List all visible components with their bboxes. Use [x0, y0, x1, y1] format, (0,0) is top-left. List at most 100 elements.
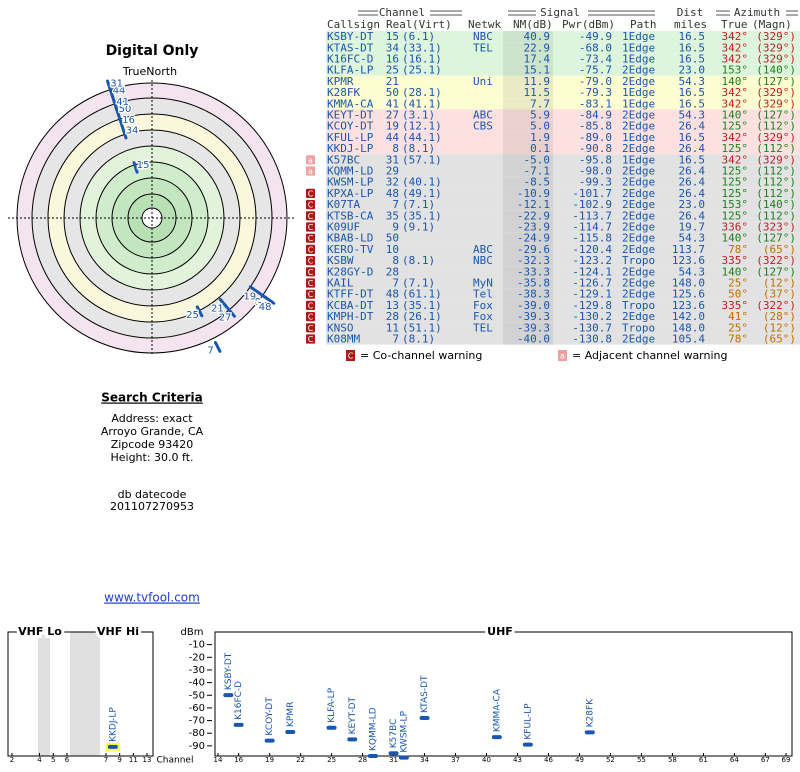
table-cell: 125°	[722, 120, 749, 133]
table-cell: 54.3	[679, 75, 706, 88]
polar-marker	[264, 296, 276, 305]
spectrum-marker	[233, 722, 244, 727]
warning-icon	[306, 166, 315, 176]
table-row	[326, 311, 800, 323]
search-line: Arroyo Grande, CA	[101, 425, 204, 438]
table-cell: 342°	[722, 86, 749, 99]
table-cell: 78°	[728, 243, 748, 256]
warning-icon	[306, 312, 315, 322]
table-cell: 342°	[722, 131, 749, 144]
spectrum-label: KWSM-LP	[399, 710, 409, 752]
polar-label: 32	[257, 301, 270, 312]
table-cell: (329°)	[756, 86, 796, 99]
x-tick-label: 67	[761, 756, 770, 764]
table-cell: K28FK	[327, 86, 360, 99]
table-cell: (33.1)	[402, 41, 442, 54]
table-cell: -68.0	[579, 41, 612, 54]
table-cell: (329°)	[756, 97, 796, 110]
table-cell: 1Edge	[622, 97, 655, 110]
x-tick-label: 34	[420, 756, 429, 764]
polar-marker	[226, 307, 236, 318]
table-cell: 26.4	[679, 187, 706, 200]
table-cell: 2Edge	[622, 75, 655, 88]
warning-icon	[306, 300, 315, 310]
nm-column-shade	[503, 109, 553, 121]
table-row	[326, 243, 800, 255]
table-cell: 125°	[722, 187, 749, 200]
y-tick-label: -70	[189, 716, 205, 727]
table-cell: (65°)	[763, 333, 796, 346]
datecode-label: db datecode	[118, 488, 187, 501]
y-tick-label: -80	[189, 728, 205, 739]
table-cell: -129.8	[572, 299, 612, 312]
table-cell: -113.7	[572, 209, 612, 222]
x-tick-label: 19	[265, 756, 274, 764]
table-cell: (51.1)	[402, 321, 442, 334]
table-row	[326, 120, 800, 132]
table-cell: 125°	[722, 165, 749, 178]
column-header: Path	[630, 18, 657, 31]
table-cell: (329°)	[756, 53, 796, 66]
table-cell: (35.1)	[402, 209, 442, 222]
x-tick-label: 7	[104, 756, 108, 764]
table-cell: TEL	[473, 41, 493, 54]
table-cell: KERO-TV	[327, 243, 374, 256]
site-link[interactable]: www.tvfool.com	[104, 591, 200, 605]
x-tick-label: 6	[65, 756, 70, 764]
table-cell: 140°	[722, 265, 749, 278]
warning-letter: C	[308, 268, 314, 277]
search-line: Address: exact	[111, 412, 193, 425]
spectrum-label: KQMM-LD	[368, 707, 378, 751]
group-header: Channel	[379, 6, 425, 19]
table-cell: 335°	[722, 254, 749, 267]
table-cell: -75.7	[579, 64, 612, 77]
nm-column-shade	[503, 98, 553, 110]
table-cell: 0.1	[530, 142, 550, 155]
table-row	[326, 109, 800, 121]
table-cell: (37°)	[763, 288, 796, 301]
nm-column-shade	[503, 210, 553, 222]
polar-label: 27	[219, 313, 232, 324]
table-cell: KTAS-DT	[327, 41, 374, 54]
table-cell: 2Edge	[622, 243, 655, 256]
table-cell: -24.9	[517, 232, 550, 245]
nm-column-shade	[503, 154, 553, 166]
table-cell: 10	[386, 243, 399, 256]
table-cell: 153°	[722, 64, 749, 77]
nm-column-shade	[503, 299, 553, 311]
table-cell: 23.0	[679, 64, 706, 77]
warning-icon	[306, 278, 315, 288]
table-cell: -22.9	[517, 209, 550, 222]
panel-title: VHF Hi	[97, 625, 139, 638]
warning-letter: C	[308, 324, 314, 333]
x-tick-label: 13	[143, 756, 152, 764]
y-tick-label: -30	[189, 665, 205, 676]
table-cell: KCOY-DT	[327, 120, 374, 133]
table-cell: 16.5	[679, 86, 706, 99]
x-tick-label: 64	[730, 756, 739, 764]
table-cell: -5.0	[524, 153, 551, 166]
warning-icon	[306, 256, 315, 266]
table-cell: -84.9	[579, 109, 612, 122]
table-row	[326, 131, 800, 143]
x-tick-label: 55	[637, 756, 646, 764]
table-cell: 2Edge	[622, 64, 655, 77]
table-cell: KPMR	[327, 75, 354, 88]
table-cell: -89.0	[579, 131, 612, 144]
nm-column-shade	[503, 42, 553, 54]
warning-letter: C	[308, 223, 314, 232]
table-cell: 2Edge	[622, 221, 655, 234]
column-header: (Magn)	[752, 18, 792, 31]
polar-marker	[195, 305, 204, 318]
nm-column-shade	[503, 64, 553, 76]
warning-letter: C	[308, 301, 314, 310]
x-tick-label: 46	[544, 756, 553, 764]
table-cell: NBC	[473, 30, 493, 43]
spectrum-label: KMMA-CA	[492, 688, 502, 732]
table-cell: 5.9	[530, 109, 550, 122]
nm-column-shade	[503, 232, 553, 244]
column-header: Pwr(dBm)	[562, 18, 615, 31]
table-cell: 1Edge	[622, 131, 655, 144]
polar-label: 50	[119, 104, 132, 115]
table-cell: 11.5	[524, 86, 551, 99]
